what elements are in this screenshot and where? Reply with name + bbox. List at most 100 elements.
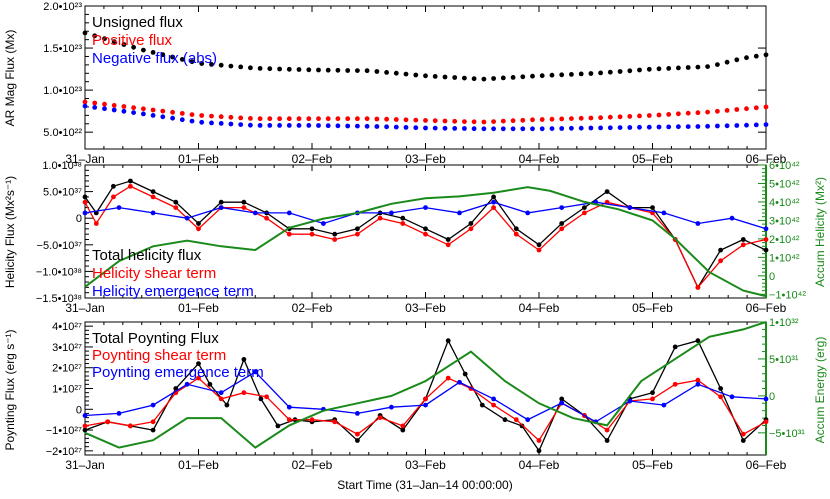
y-tick-label: 3•10²⁷ bbox=[52, 342, 82, 354]
point-helicity-shear-term bbox=[400, 221, 406, 226]
point-total-poynting-flux bbox=[241, 357, 247, 362]
point-positive-flux bbox=[189, 112, 195, 117]
point-positive-flux bbox=[92, 100, 98, 106]
y2-tick-label: 1•10⁴² bbox=[769, 252, 800, 264]
series-line-total-poynting-flux bbox=[84, 339, 767, 453]
point-helicity-emergence-term bbox=[184, 215, 190, 221]
point-negative-flux-abs bbox=[296, 123, 302, 128]
point-negative-flux-abs bbox=[510, 126, 516, 132]
legend-unsigned-flux: Unsigned flux bbox=[92, 14, 183, 31]
point-negative-flux-abs bbox=[209, 120, 214, 126]
point-negative-flux-abs bbox=[715, 123, 720, 129]
point-positive-flux bbox=[500, 118, 506, 124]
point-total-helicity-flux bbox=[423, 226, 428, 232]
point-helicity-emergence-term bbox=[559, 205, 565, 211]
point-positive-flux bbox=[131, 105, 137, 111]
y-tick-label: −1•10²⁷ bbox=[46, 425, 82, 437]
point-unsigned-flux bbox=[753, 53, 759, 59]
point-helicity-shear-term bbox=[355, 231, 360, 237]
x-tick-label: 04–Feb bbox=[519, 152, 560, 166]
point-poynting-shear-term bbox=[264, 394, 269, 400]
point-poynting-emergence-term bbox=[423, 402, 428, 408]
point-helicity-shear-term bbox=[264, 215, 269, 221]
point-poynting-emergence-term bbox=[661, 402, 667, 408]
x-tick-label: 03–Feb bbox=[405, 458, 446, 472]
point-positive-flux bbox=[452, 118, 458, 124]
point-total-helicity-flux bbox=[332, 231, 338, 237]
point-unsigned-flux bbox=[637, 67, 642, 73]
x-tick-label: 04–Feb bbox=[519, 458, 560, 472]
point-total-poynting-flux bbox=[462, 371, 468, 377]
point-negative-flux-abs bbox=[111, 107, 117, 113]
legend-total-helicity: Total helicity flux bbox=[92, 247, 202, 264]
point-helicity-shear-term bbox=[111, 194, 116, 200]
point-negative-flux-abs bbox=[277, 123, 282, 128]
point-helicity-shear-term bbox=[150, 194, 156, 200]
point-negative-flux-abs bbox=[559, 126, 565, 131]
point-poynting-emergence-term bbox=[695, 381, 701, 387]
point-poynting-emergence-term bbox=[355, 411, 360, 416]
point-unsigned-flux bbox=[150, 50, 156, 55]
point-poynting-emergence-term bbox=[116, 411, 122, 416]
y2-tick-label: 5•10³¹ bbox=[769, 354, 799, 366]
point-poynting-shear-term bbox=[445, 375, 451, 381]
point-unsigned-flux bbox=[559, 72, 565, 78]
point-poynting-shear-term bbox=[309, 417, 315, 423]
point-unsigned-flux bbox=[228, 63, 234, 69]
point-helicity-emergence-term bbox=[218, 205, 224, 211]
point-unsigned-flux bbox=[374, 69, 380, 74]
series-line-accum-helicity bbox=[84, 186, 767, 298]
point-negative-flux-abs bbox=[481, 126, 487, 132]
point-unsigned-flux bbox=[160, 52, 166, 58]
point-total-helicity-flux bbox=[218, 199, 224, 205]
point-negative-flux-abs bbox=[267, 123, 273, 128]
point-unsigned-flux bbox=[462, 75, 467, 81]
point-negative-flux-abs bbox=[676, 124, 681, 130]
point-negative-flux-abs bbox=[685, 124, 691, 129]
point-poynting-shear-term bbox=[650, 396, 655, 402]
point-total-helicity-flux bbox=[355, 226, 360, 232]
point-positive-flux bbox=[695, 110, 701, 116]
point-negative-flux-abs bbox=[705, 123, 710, 129]
point-poynting-emergence-term bbox=[389, 404, 394, 410]
point-unsigned-flux bbox=[286, 66, 292, 72]
point-negative-flux-abs bbox=[316, 123, 321, 128]
y2-tick-label: 0 bbox=[769, 271, 775, 283]
point-unsigned-flux bbox=[715, 62, 720, 67]
point-total-poynting-flux bbox=[479, 402, 485, 408]
point-unsigned-flux bbox=[179, 57, 185, 62]
point-total-helicity-flux bbox=[241, 199, 247, 205]
point-unsigned-flux bbox=[316, 67, 321, 73]
point-positive-flux bbox=[666, 112, 672, 117]
point-unsigned-flux bbox=[355, 68, 360, 73]
point-total-poynting-flux bbox=[275, 423, 281, 429]
point-total-helicity-flux bbox=[173, 199, 179, 205]
point-poynting-emergence-term bbox=[218, 390, 224, 396]
point-positive-flux bbox=[102, 101, 107, 107]
point-total-poynting-flux bbox=[400, 427, 406, 433]
point-positive-flux bbox=[676, 111, 681, 117]
point-helicity-shear-term bbox=[309, 231, 315, 237]
point-total-helicity-flux bbox=[309, 226, 315, 232]
point-positive-flux bbox=[646, 113, 652, 118]
point-helicity-emergence-term bbox=[763, 226, 769, 232]
point-total-poynting-flux bbox=[355, 438, 360, 443]
point-total-helicity-flux bbox=[650, 205, 655, 211]
point-positive-flux bbox=[481, 119, 487, 125]
panel-3-y2label: Accum Energy (erg) bbox=[813, 337, 827, 444]
point-positive-flux bbox=[325, 116, 331, 122]
x-tick-label: 03–Feb bbox=[405, 301, 446, 315]
point-positive-flux bbox=[82, 99, 88, 105]
point-unsigned-flux bbox=[423, 73, 428, 79]
point-positive-flux bbox=[530, 117, 535, 123]
point-poynting-shear-term bbox=[105, 419, 111, 425]
point-unsigned-flux bbox=[705, 64, 710, 69]
point-total-helicity-flux bbox=[196, 221, 201, 226]
point-negative-flux-abs bbox=[345, 123, 351, 129]
point-negative-flux-abs bbox=[393, 124, 399, 130]
point-helicity-emergence-term bbox=[150, 210, 156, 216]
point-poynting-emergence-term bbox=[286, 404, 292, 410]
y-tick-label: −5.0•10³⁷ bbox=[37, 240, 82, 252]
point-unsigned-flux bbox=[744, 55, 749, 61]
